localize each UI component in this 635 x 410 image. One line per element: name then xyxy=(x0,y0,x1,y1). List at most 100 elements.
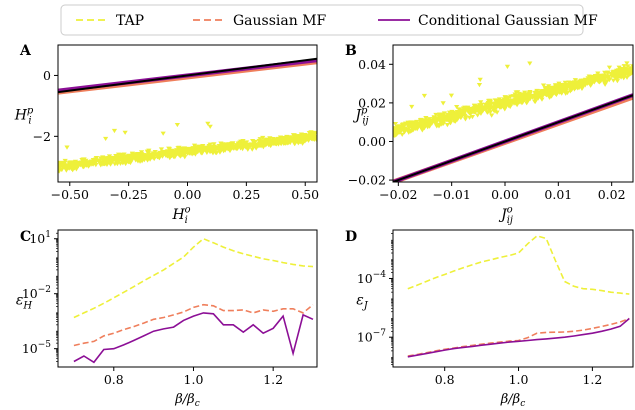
x-tick-label: −0.25 xyxy=(109,187,147,202)
scatter-point xyxy=(150,155,156,160)
plot-area xyxy=(407,235,630,358)
x-tick-label: 1.0 xyxy=(509,372,529,387)
scatter-point xyxy=(579,86,585,92)
scatter-point xyxy=(548,94,555,99)
legend-box xyxy=(60,4,584,36)
scatter-point xyxy=(58,160,63,166)
scatter-point xyxy=(447,115,453,120)
scatter-point xyxy=(594,77,600,83)
x-tick-label: 0.00 xyxy=(491,187,519,202)
scatter-point xyxy=(399,132,405,137)
scatter-point xyxy=(185,147,191,152)
scatter-point xyxy=(501,98,508,103)
scatter-point xyxy=(137,158,143,164)
scatter-point xyxy=(190,150,196,155)
scatter-point xyxy=(284,134,290,140)
scatter-point xyxy=(582,77,589,82)
scatter-point xyxy=(523,94,529,100)
scatter-point xyxy=(186,151,192,156)
scatter-point xyxy=(438,116,444,121)
scatter-point xyxy=(313,137,317,142)
scatter-point xyxy=(426,117,432,122)
scatter-point xyxy=(156,153,163,158)
scatter-point xyxy=(518,96,524,101)
scatter-point xyxy=(612,70,619,76)
axes-frame xyxy=(392,229,634,368)
scatter-point xyxy=(311,131,317,136)
x-axis-label: β/βc xyxy=(174,392,199,409)
scatter-point xyxy=(543,89,549,94)
identity-line xyxy=(58,57,317,94)
scatter-point xyxy=(618,75,624,80)
y-tick-label: 10−2 xyxy=(22,285,51,301)
identity-line xyxy=(393,94,633,182)
scatter-point xyxy=(562,86,568,91)
scatter-point xyxy=(628,66,633,71)
scatter-point xyxy=(290,137,296,142)
scatter-point xyxy=(503,101,509,106)
scatter-point xyxy=(71,162,77,168)
legend-label: TAP xyxy=(116,13,144,29)
scatter-point xyxy=(488,106,494,111)
scatter-point xyxy=(507,104,513,110)
y-tick-label: 0.02 xyxy=(358,95,386,110)
scatter-point xyxy=(533,92,539,97)
scatter-point xyxy=(604,79,610,84)
scatter-point xyxy=(182,147,188,152)
y-axis-label: εH xyxy=(16,293,33,312)
scatter-point xyxy=(486,108,492,113)
scatter-point xyxy=(253,144,259,149)
scatter-point xyxy=(174,122,180,128)
scatter-point xyxy=(476,83,483,88)
scatter-point xyxy=(618,67,624,72)
scatter-point xyxy=(419,122,426,127)
y-tick-label: 0 xyxy=(43,68,51,83)
plot-area xyxy=(58,57,317,174)
scatter-point xyxy=(247,143,253,149)
x-axis-label-text: Ho i xyxy=(171,205,190,227)
panel-letter: A xyxy=(19,43,32,59)
scatter-point xyxy=(291,141,297,146)
scatter-point xyxy=(423,118,429,123)
scatter-point xyxy=(211,142,217,147)
scatter-point xyxy=(522,90,528,95)
scatter-point xyxy=(111,128,118,134)
scatter-point xyxy=(582,83,588,88)
scatter-point xyxy=(125,155,131,160)
scatter-point xyxy=(305,138,312,143)
scatter-point xyxy=(144,158,151,163)
scatter-point xyxy=(493,99,500,104)
x-tick-label: 0.02 xyxy=(598,187,626,202)
scatter-point xyxy=(167,153,173,159)
scatter-point xyxy=(613,76,619,81)
scatter-point xyxy=(103,160,109,165)
scatter-point xyxy=(532,97,538,102)
x-tick-label: 0.8 xyxy=(435,372,455,387)
x-axis-label: Jo ij xyxy=(498,205,513,227)
scatter-point xyxy=(393,122,399,127)
scatter-point xyxy=(474,104,480,109)
scatter-point xyxy=(628,71,633,76)
x-tick-label: 0.00 xyxy=(174,187,202,202)
scatter-point xyxy=(567,89,573,94)
scatter-point xyxy=(526,97,533,102)
scatter-point xyxy=(171,149,177,155)
scatter-point xyxy=(551,91,557,96)
scatter-point xyxy=(282,141,288,146)
scatter-point xyxy=(513,90,519,95)
scatter-point xyxy=(109,156,115,161)
scatter-point xyxy=(543,92,549,98)
scatter-point xyxy=(95,158,102,163)
x-tick-label: 1.2 xyxy=(263,372,283,387)
scatter-point xyxy=(66,166,72,171)
scatter-point xyxy=(478,108,484,113)
scatter-point xyxy=(209,148,215,153)
scatter-point xyxy=(458,113,464,119)
scatter-point xyxy=(535,96,541,101)
scatter-point xyxy=(207,124,213,129)
scatter-point xyxy=(562,82,568,87)
scatter-point xyxy=(249,147,255,152)
scatter-point xyxy=(540,93,546,99)
scatter-point xyxy=(75,162,82,167)
